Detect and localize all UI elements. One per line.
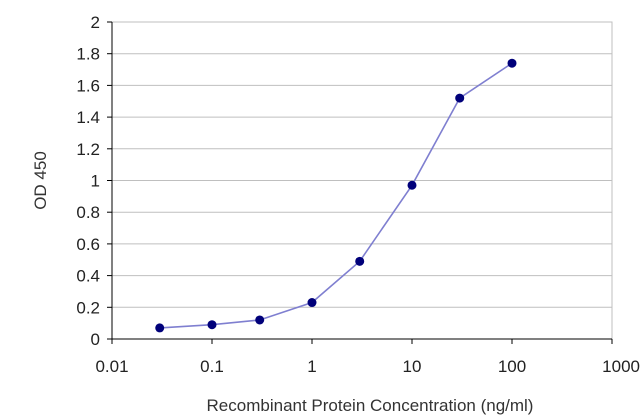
grid: [112, 21, 612, 308]
x-tick-labels: 0.01 0.1 1 10 100 1000: [95, 357, 640, 376]
y-tick-label: 1.4: [76, 108, 100, 127]
axes: [107, 21, 613, 344]
y-tick-label: 0.2: [76, 298, 100, 317]
y-tick-label: 1.6: [76, 76, 100, 95]
series-group: [155, 58, 517, 333]
data-point: [255, 315, 265, 325]
y-tick-label: 2: [91, 13, 100, 32]
y-tick-label: 1.2: [76, 140, 100, 159]
y-tick-labels: 0 0.2 0.4 0.6 0.8 1 1.2 1.4 1.6 1.8 2: [76, 13, 100, 349]
x-tick-label: 0.01: [95, 357, 128, 376]
y-tick-label: 1.8: [76, 45, 100, 64]
y-tick-label: 0: [91, 330, 100, 349]
x-tick-label: 0.1: [200, 357, 224, 376]
y-tick-label: 0.6: [76, 235, 100, 254]
data-point: [455, 93, 465, 103]
y-axis-label: OD 450: [31, 151, 50, 210]
x-tick-label: 10: [403, 357, 422, 376]
data-point: [155, 323, 165, 333]
data-point: [507, 58, 517, 68]
x-tick-label: 1000: [602, 357, 640, 376]
x-tick-label: 1: [307, 357, 316, 376]
data-point: [355, 256, 365, 266]
y-tick-label: 0.4: [76, 267, 100, 286]
data-point: [407, 180, 417, 190]
data-point: [307, 298, 317, 308]
data-point: [207, 320, 217, 330]
x-tick-label: 100: [498, 357, 526, 376]
y-tick-label: 1: [91, 172, 100, 191]
x-axis-label: Recombinant Protein Concentration (ng/ml…: [207, 396, 534, 415]
y-tick-label: 0.8: [76, 203, 100, 222]
series-line: [159, 62, 513, 329]
